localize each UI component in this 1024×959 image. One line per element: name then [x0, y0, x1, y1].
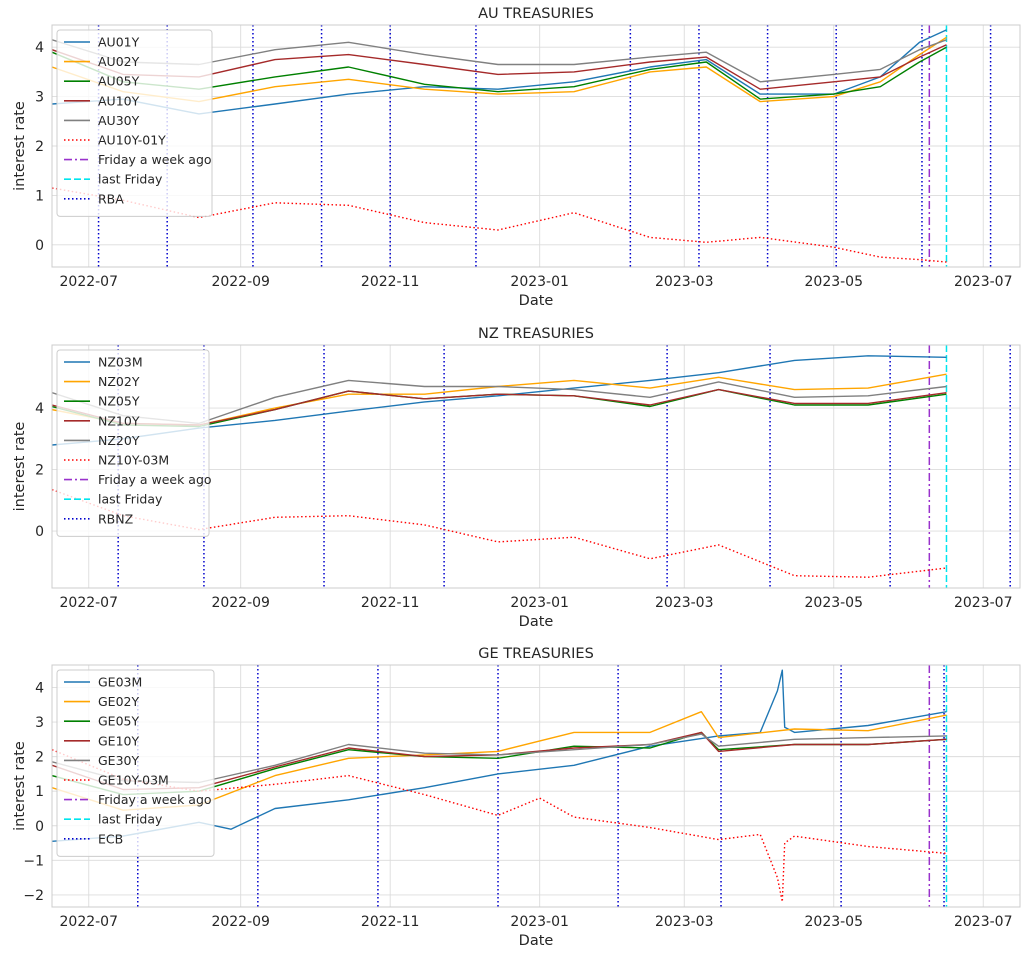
- legend-label: RBA: [98, 191, 124, 206]
- y-axis-label: interest rate: [12, 741, 28, 831]
- legend-box: [56, 669, 215, 857]
- x-tick-label: 2023-07: [954, 595, 1013, 611]
- legend-box: [56, 349, 210, 537]
- series-ge10y-03m: [52, 749, 947, 903]
- legend-label: Friday a week ago: [98, 472, 212, 487]
- x-tick-label: 2023-03: [655, 274, 714, 290]
- axes-frame: [51, 24, 1021, 268]
- legend-label: NZ03M: [98, 355, 143, 370]
- x-tick-label: 2023-03: [655, 595, 714, 611]
- y-axis-label: interest rate: [12, 422, 28, 512]
- x-tick-label: 2023-03: [655, 914, 714, 930]
- y-tick-label: −1: [23, 853, 44, 869]
- legend-label: GE05Y: [98, 714, 139, 729]
- x-tick-label: 2022-07: [60, 914, 119, 930]
- panel-1: 2022-07 2022-09 2022-11 2023-01 2023-03 2023-…: [12, 6, 1021, 309]
- axes-frame: [51, 344, 1021, 589]
- legend: AU01Y AU02Y AU05Y AU10Y AU30Y AU10Y-01Y Friday…: [56, 29, 213, 217]
- x-tick-label: 2022-07: [60, 595, 119, 611]
- x-tick-label: 2023-05: [805, 914, 864, 930]
- x-tick-label: 2023-05: [805, 595, 864, 611]
- y-tick-label: 3: [35, 715, 44, 731]
- legend-label: Friday a week ago: [98, 152, 212, 167]
- y-tick-label: 0: [35, 819, 44, 835]
- legend: NZ03M NZ02Y NZ05Y NZ10Y NZ20Y NZ10Y-03M Friday…: [56, 349, 212, 537]
- legend-label: AU05Y: [98, 74, 140, 89]
- legend-label: NZ10Y-03M: [98, 453, 169, 468]
- legend-label: NZ02Y: [98, 374, 140, 389]
- x-tick-label: 2023-01: [510, 274, 569, 290]
- legend-label: last Friday: [98, 492, 163, 507]
- x-tick-label: 2022-07: [60, 274, 119, 290]
- x-tick-label: 2022-11: [361, 914, 420, 930]
- legend-label: GE30Y: [98, 753, 139, 768]
- legend-label: RBNZ: [98, 511, 133, 526]
- chart-title: GE TREASURIES: [478, 646, 594, 662]
- x-tick-label: 2022-11: [361, 595, 420, 611]
- legend-label: AU01Y: [98, 35, 140, 50]
- legend-label: GE10Y-03M: [98, 773, 169, 788]
- x-tick-label: 2023-07: [954, 274, 1013, 290]
- x-tick-label: 2022-11: [361, 274, 420, 290]
- y-tick-label: 3: [35, 90, 44, 106]
- series-au05y: [52, 46, 947, 100]
- y-tick-label: 2: [35, 139, 44, 155]
- x-axis-label: Date: [519, 933, 554, 949]
- legend-label: AU10Y: [98, 93, 140, 108]
- legend-label: GE02Y: [98, 694, 139, 709]
- series-ge03m: [52, 669, 947, 842]
- legend-label: NZ10Y: [98, 413, 140, 428]
- y-tick-label: 1: [35, 784, 44, 800]
- legend-label: AU02Y: [98, 54, 140, 69]
- series-au30y: [52, 39, 947, 83]
- legend-label: Friday a week ago: [98, 792, 212, 807]
- legend-label: last Friday: [98, 172, 163, 187]
- legend-label: GE03M: [98, 675, 142, 690]
- y-tick-label: 0: [35, 238, 44, 254]
- x-tick-label: 2022-09: [211, 914, 270, 930]
- x-tick-label: 2023-05: [805, 274, 864, 290]
- axes-frame: [51, 664, 1021, 908]
- y-tick-label: 4: [35, 680, 44, 696]
- legend-label: GE10Y: [98, 733, 139, 748]
- legend-label: NZ05Y: [98, 394, 140, 409]
- series-au02y: [52, 36, 947, 103]
- legend-label: AU30Y: [98, 113, 140, 128]
- y-tick-label: 4: [35, 40, 44, 56]
- panel-2: 2022-07 2022-09 2022-11 2023-01 2023-03 2023-…: [12, 326, 1021, 630]
- x-axis-label: Date: [519, 293, 554, 309]
- x-axis-label: Date: [519, 614, 554, 630]
- y-tick-label: 1: [35, 188, 44, 204]
- y-axis-label: interest rate: [12, 101, 28, 191]
- y-tick-label: 4: [35, 401, 44, 417]
- legend-label: last Friday: [98, 812, 163, 827]
- x-tick-label: 2022-09: [211, 595, 270, 611]
- panel-3: 2022-07 2022-09 2022-11 2023-01 2023-03 2023-…: [12, 646, 1021, 949]
- legend: GE03M GE02Y GE05Y GE10Y GE30Y GE10Y-03M Friday…: [56, 669, 215, 857]
- chart-title: AU TREASURIES: [478, 6, 594, 22]
- series-au10y: [52, 44, 947, 90]
- legend-label: AU10Y-01Y: [98, 133, 166, 148]
- plot-area: [52, 345, 1020, 588]
- x-tick-label: 2022-09: [211, 274, 270, 290]
- legend-box: [56, 29, 213, 217]
- legend-label: NZ20Y: [98, 433, 140, 448]
- x-tick-label: 2023-01: [510, 914, 569, 930]
- x-tick-label: 2023-01: [510, 595, 569, 611]
- legend-label: ECB: [98, 831, 123, 846]
- y-tick-label: −2: [23, 888, 44, 904]
- series-au01y: [52, 29, 947, 115]
- y-tick-label: 0: [35, 524, 44, 540]
- y-tick-label: 2: [35, 750, 44, 766]
- x-tick-label: 2023-07: [954, 914, 1013, 930]
- chart-title: NZ TREASURIES: [478, 326, 594, 342]
- y-tick-label: 2: [35, 463, 44, 479]
